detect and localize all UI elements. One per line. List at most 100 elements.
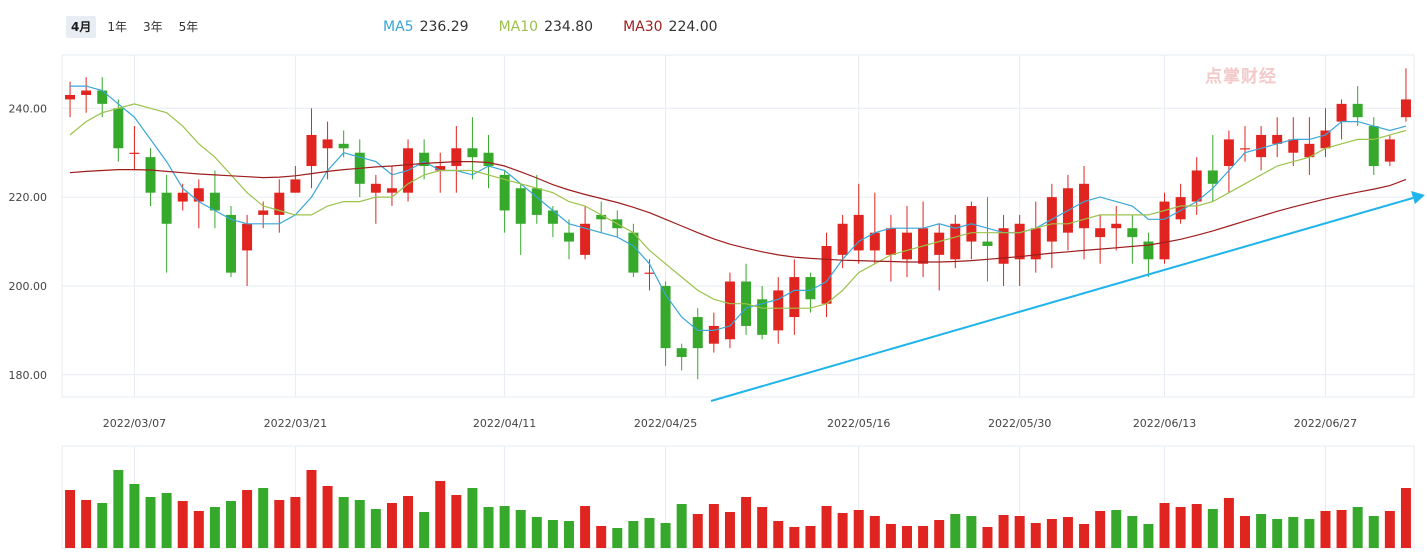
candle-body [242, 223, 253, 251]
y-tick-label: 200.00 [9, 280, 48, 293]
candle-body [1127, 228, 1138, 238]
ma-legend: MA5 236.29 MA10 234.80 MA30 224.00 [383, 19, 718, 35]
volume-bar [531, 517, 542, 548]
volume-bar [1304, 519, 1315, 548]
volume-bar [869, 516, 880, 548]
volume-bar [1079, 524, 1090, 548]
ma-line-ma10 [69, 103, 1407, 309]
volume-bar [242, 490, 253, 548]
volume-bar [644, 518, 655, 548]
candle-body [644, 272, 655, 274]
volume-bar [547, 520, 558, 548]
candle-body [1143, 241, 1154, 260]
x-tick-label: 2022/04/25 [634, 417, 697, 430]
volume-bar [982, 527, 993, 548]
volume-bar [1400, 488, 1411, 548]
candle-body [564, 232, 574, 242]
volume-bar [628, 521, 639, 548]
volume-bar [564, 521, 574, 548]
volume-bar [1223, 498, 1234, 548]
candle-body [660, 285, 671, 349]
candle-body [322, 139, 333, 149]
volume-bar [499, 506, 510, 548]
volume-bar [145, 497, 156, 548]
volume-bar [338, 497, 349, 548]
candle-body [934, 232, 945, 255]
volume-bar [950, 514, 961, 548]
volume-bar [676, 504, 687, 548]
volume-bar [692, 514, 703, 548]
volume-bar [612, 528, 623, 548]
candle-body [1352, 103, 1363, 118]
candle-body [1256, 134, 1267, 158]
x-tick-label: 2022/05/30 [988, 417, 1051, 430]
candle-body [773, 290, 784, 331]
candle-body [821, 245, 832, 304]
volume-bar [934, 520, 945, 548]
volume-bar [1030, 523, 1041, 548]
candle-body [467, 148, 478, 158]
candle-body [628, 232, 639, 273]
volume-bar [290, 497, 301, 548]
volume-bar [1240, 516, 1250, 548]
x-tick-label: 2022/05/16 [827, 417, 890, 430]
volume-bar [370, 509, 381, 548]
candle-body [226, 214, 236, 273]
candle-body [161, 192, 172, 224]
price-plot-frame [61, 54, 1415, 398]
candle-body [853, 214, 864, 251]
trend-arrow-line [710, 197, 1414, 402]
volume-bar [193, 511, 204, 548]
candle-body [1336, 103, 1347, 122]
volume-bar [1320, 511, 1331, 548]
tab-5y[interactable]: 5年 [178, 20, 199, 34]
candle-body [1368, 126, 1379, 167]
volume-bar [757, 507, 768, 548]
candle-body [869, 232, 880, 251]
candle-body [724, 281, 735, 340]
volume-bar [1256, 514, 1267, 548]
x-tick-label: 2022/06/27 [1294, 417, 1357, 430]
candle-body [1159, 201, 1170, 260]
candle-body [789, 277, 800, 318]
volume-bar [708, 504, 719, 548]
candle-body [499, 174, 510, 211]
candle-body [902, 232, 912, 260]
candle-body [982, 241, 993, 246]
volume-bar [129, 484, 140, 548]
candle-body [1095, 228, 1106, 238]
candle-body [837, 223, 848, 255]
volume-bar [885, 524, 896, 548]
candle-body [1175, 197, 1186, 220]
volume-bar [322, 486, 333, 548]
tab-1y[interactable]: 1年 [107, 20, 127, 34]
volume-bar [81, 500, 92, 548]
volume-bar [65, 490, 76, 548]
legend-ma10-value: 234.80 [544, 19, 594, 35]
volume-bar [97, 503, 108, 548]
candle-body [65, 94, 76, 100]
legend-ma30: MA30 224.00 [623, 19, 717, 35]
y-tick-label: 240.00 [9, 102, 48, 115]
candle-body [145, 157, 156, 193]
watermark-logo: 点掌财经 [1205, 67, 1277, 87]
volume-bar [853, 510, 864, 548]
candle-body [306, 134, 317, 167]
volume-bar [741, 497, 752, 548]
candle-body [129, 152, 140, 154]
volume-bar [1288, 517, 1299, 548]
candle-body [596, 214, 607, 220]
volume-bar [1095, 511, 1106, 548]
tab-3y[interactable]: 3年 [143, 20, 163, 34]
candle-body [274, 192, 285, 215]
candle-body [370, 183, 381, 193]
volume-bar [1384, 511, 1395, 548]
legend-ma5-name: MA5 [383, 19, 414, 35]
candle-body [338, 143, 349, 149]
tab-4m[interactable]: 4月 [66, 16, 97, 38]
candle-body [1400, 99, 1411, 118]
volume-bar [306, 470, 317, 548]
volume-bar [1175, 507, 1186, 548]
candle-body [1320, 130, 1331, 149]
ma-line-ma5 [70, 85, 1407, 331]
